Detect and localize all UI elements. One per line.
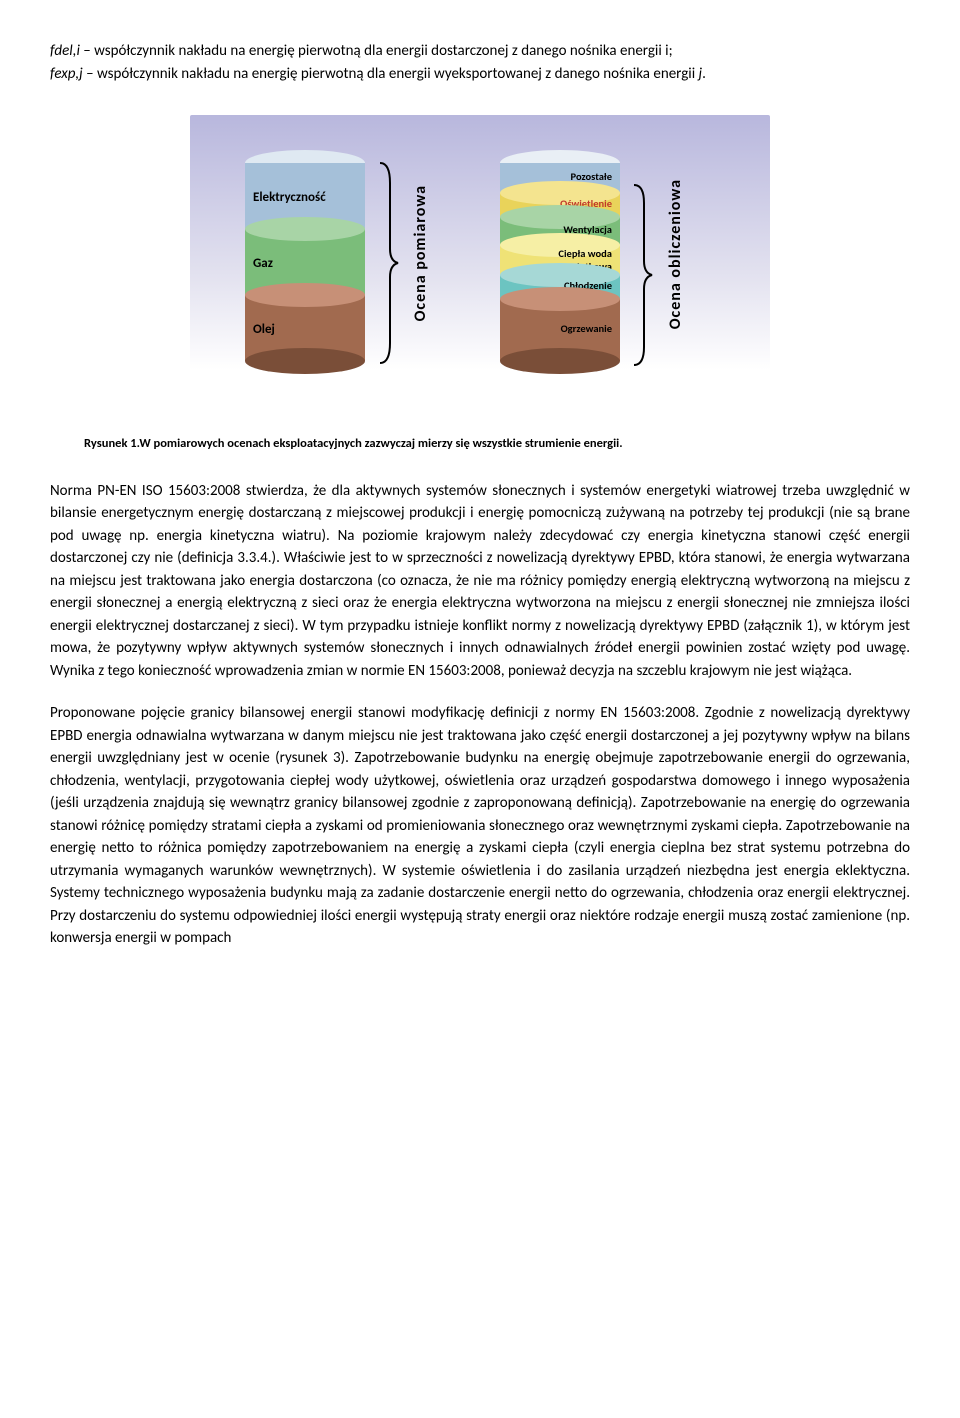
label-ocena-pomiarowa: Ocena pomiarowa (409, 185, 433, 321)
segment-top-ellipse (245, 217, 365, 241)
intro-prefix-1: fdel,i (50, 42, 80, 60)
right-cylinder: PozostałeOświetlenieWentylacjaCiepła wod… (500, 163, 620, 361)
segment-label: Elektryczność (253, 188, 326, 208)
intro-prefix-2: fexp,j (50, 65, 83, 83)
segment-top-ellipse (500, 287, 620, 311)
figure-caption: Rysunek 1.W pomiarowych ocenach eksploat… (84, 435, 910, 454)
segment-top-ellipse (245, 283, 365, 307)
left-cylinder: Elektryczność Gaz Olej (245, 163, 365, 361)
intro-rest-1: – współczynnik nakładu na energię pierwo… (80, 42, 673, 60)
intro-dot: . (702, 65, 706, 83)
segment-label: Gaz (253, 254, 273, 274)
energy-cylinders-figure: Elektryczność Gaz Olej Ocena pomiarowa Poz… (190, 115, 770, 415)
segment-label: Ogrzewanie (561, 323, 612, 336)
brace-right (630, 183, 654, 367)
cylinder-bottom-cap (500, 348, 620, 374)
segment-label: Olej (253, 320, 275, 340)
cylinder-bottom-cap (245, 348, 365, 374)
brace-left (376, 161, 400, 365)
intro-paragraph: fdel,i – współczynnik nakładu na energię… (50, 40, 910, 85)
intro-rest-2: – współczynnik nakładu na energię pierwo… (83, 65, 699, 83)
figure-container: Elektryczność Gaz Olej Ocena pomiarowa Poz… (50, 115, 910, 415)
paragraph-2: Proponowane pojęcie granicy bilansowej e… (50, 702, 910, 950)
label-ocena-obliczeniowa: Ocena obliczeniowa (664, 179, 688, 329)
paragraph-1: Norma PN-EN ISO 15603:2008 stwierdza, że… (50, 480, 910, 683)
